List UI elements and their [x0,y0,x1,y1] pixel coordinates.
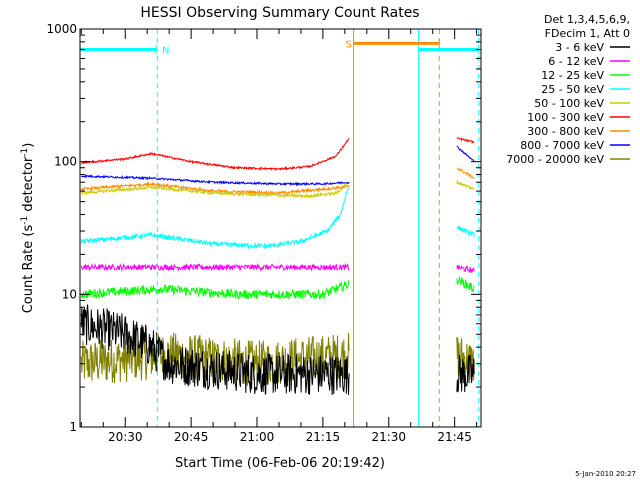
y-tick-label-3: 1000 [46,22,77,36]
series-trace-4-seg-0 [80,181,350,200]
flag-label-2: S [346,39,352,50]
y-tick-label-1: 10 [62,287,77,301]
y-axis-label-mid: detector [21,156,36,216]
legend-label-0: 3 - 6 keV [555,41,604,54]
series-trace-0-seg-1 [456,354,475,393]
x-tick-label-1: 20:45 [174,430,209,444]
axes: 1 10 100 1000 20:30 20:45 21:00 21:15 21:30 21:45 [46,22,482,444]
legend-header-line1: Det 1,3,4,5,6,9, [544,13,630,26]
y-tick-label-0: 1 [69,420,77,434]
series-trace-7-seg-0 [80,174,350,187]
series-trace-0-seg-0 [80,304,350,396]
legend-label-1: 6 - 12 keV [548,55,604,68]
plot-area: NS [80,29,480,427]
series-trace-1-seg-0 [80,262,350,272]
y-tick-label-2: 100 [54,155,77,169]
y-axis-label: Count Rate (s-1 detector-1) [20,143,36,314]
legend-header-line2: FDecim 1, Att 0 [545,27,630,40]
series-trace-7-seg-1 [456,145,475,163]
series-trace-3-seg-0 [80,184,350,250]
x-tick-label-3: 21:15 [306,430,341,444]
y-axis-label-sup2: -1 [20,148,30,157]
legend-label-8: 7000 - 20000 keV [506,153,604,166]
legend-label-4: 50 - 100 keV [534,97,604,110]
series-trace-5-seg-1 [456,137,475,145]
y-axis-label-end: ) [21,143,36,148]
series-trace-6-seg-1 [456,167,475,180]
footer-timestamp: 5-Jan-2010 20:27 [575,470,636,478]
y-axis-label-main: Count Rate (s [21,225,36,314]
series-trace-2-seg-1 [456,276,475,293]
series-trace-2-seg-0 [80,279,350,301]
series-trace-1-seg-1 [456,264,475,273]
flag-label-0: N [162,46,169,57]
legend-label-7: 800 - 7000 keV [520,139,604,152]
series-trace-5-seg-0 [81,137,350,171]
x-axis-label: Start Time (06-Feb-06 20:19:42) [175,456,385,471]
plot-frame [79,28,482,428]
series-trace-4-seg-1 [456,179,475,191]
x-tick-label-2: 21:00 [240,430,275,444]
x-tick-label-0: 20:30 [108,430,143,444]
legend: Det 1,3,4,5,6,9, FDecim 1, Att 0 3 - 6 k… [506,13,630,166]
x-tick-label-4: 21:30 [371,430,406,444]
legend-label-5: 100 - 300 keV [527,111,604,124]
x-tick-label-5: 21:45 [437,430,472,444]
legend-label-2: 12 - 25 keV [541,69,604,82]
legend-label-6: 300 - 800 keV [527,125,604,138]
y-axis-label-sup1: -1 [20,216,30,225]
legend-label-3: 25 - 50 keV [541,83,604,96]
series-trace-3-seg-1 [456,225,475,238]
chart-title: HESSI Observing Summary Count Rates [140,5,419,21]
